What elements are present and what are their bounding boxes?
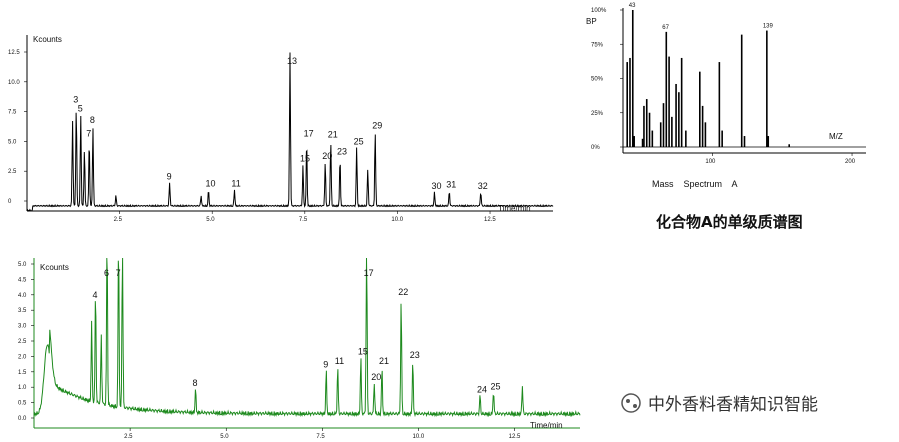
mz-peak-label: 67 — [662, 25, 669, 31]
compound-a-caption: 化合物A的单级质谱图 — [656, 213, 803, 231]
x-axis-label: Time/min — [530, 421, 563, 430]
x-tick-label: 200 — [845, 159, 856, 165]
x-tick-label: 5.0 — [206, 217, 215, 223]
x-tick-label: 10.0 — [391, 217, 403, 223]
peak-label: 7 — [86, 128, 91, 138]
y-tick-label: 1.5 — [18, 370, 27, 376]
y-tick-label: 12.5 — [8, 50, 20, 56]
x-tick-label: 2.5 — [114, 217, 123, 223]
x-tick-label: 7.5 — [299, 217, 308, 223]
mz-peak-label: 139 — [763, 24, 774, 30]
peak-label: 6 — [104, 268, 109, 278]
y-tick-label: 4.5 — [18, 277, 27, 283]
y-tick-label: 5.0 — [8, 139, 17, 145]
mz-axis-label: M/Z — [829, 132, 843, 141]
watermark: 中外香料香精知识智能 — [621, 393, 818, 415]
y-tick-label: 3.0 — [18, 324, 27, 330]
peak-label: 32 — [478, 181, 488, 191]
peak-label: 17 — [364, 268, 374, 278]
y-tick-label: 2.0 — [18, 354, 27, 360]
peak-label: 31 — [446, 180, 456, 190]
x-axis-label: Time/min — [498, 204, 531, 213]
peak-label: 29 — [372, 120, 382, 130]
peak-label: 11 — [335, 356, 344, 366]
y-tick-label: 2.5 — [8, 169, 17, 175]
mz-peak-label: 43 — [629, 3, 636, 9]
y-tick-label: 100% — [591, 8, 607, 14]
y-tick-label: 0% — [591, 145, 600, 151]
y-tick-label: 7.5 — [8, 110, 17, 116]
peak-label: 13 — [287, 56, 297, 66]
peak-label: 3 — [73, 94, 78, 104]
peak-label: 8 — [192, 378, 197, 388]
peak-label: 21 — [379, 356, 389, 366]
peak-label: 7 — [116, 268, 121, 278]
peak-label: 9 — [323, 359, 328, 369]
peak-label: 23 — [337, 147, 347, 157]
y-tick-label: 5.0 — [18, 262, 27, 268]
y-tick-label: 0.0 — [18, 416, 27, 422]
chromatogram-trace — [33, 257, 581, 418]
spectrum-caption: Mass Spectrum A — [652, 179, 738, 189]
peak-label: 24 — [477, 385, 487, 395]
y-tick-label: 2.5 — [18, 339, 27, 345]
peak-label: 4 — [93, 290, 98, 300]
x-tick-label: 100 — [705, 159, 716, 165]
y-tick-label: 75% — [591, 42, 604, 48]
peak-label: 9 — [167, 172, 172, 182]
peak-label: 20 — [322, 151, 332, 161]
bottom-chromatogram: Kcounts Time/min 5.0 4.5 4.0 3.5 3.0 2.5 2.0 1.… — [18, 257, 581, 440]
peak-label: 20 — [371, 372, 381, 382]
peak-label: 15 — [300, 153, 310, 163]
y-tick-label: 4.0 — [18, 293, 27, 299]
peak-label: 8 — [90, 115, 95, 125]
y-tick-label: 25% — [591, 111, 604, 117]
watermark-text: 中外香料香精知识智能 — [648, 395, 818, 415]
y-tick-label: 3.5 — [18, 308, 27, 314]
peak-label: 25 — [490, 381, 500, 391]
x-tick-label: 7.5 — [316, 434, 325, 440]
peak-label: 30 — [431, 181, 441, 191]
x-tick-label: 12.5 — [484, 217, 496, 223]
y-tick-label: 10.0 — [8, 80, 20, 86]
peak-label: 17 — [304, 128, 314, 138]
x-tick-label: 2.5 — [124, 434, 133, 440]
x-tick-label: 5.0 — [220, 434, 229, 440]
peak-label: 21 — [328, 130, 338, 140]
y-axis-label: Kcounts — [40, 263, 69, 272]
y-tick-label: 50% — [591, 77, 604, 83]
peak-label: 15 — [358, 347, 368, 357]
watermark-logo-icon — [621, 393, 641, 413]
y-axis-label: Kcounts — [33, 35, 62, 44]
x-tick-label: 12.5 — [509, 434, 521, 440]
bp-label: BP — [586, 17, 597, 26]
chromatogram-trace — [26, 52, 554, 212]
y-tick-label: 0 — [8, 199, 12, 205]
peak-label: 11 — [231, 179, 240, 189]
mass-spectrum: BP M/Z Mass Spectrum A 100% 75% 50% 25% 0% 1… — [586, 3, 866, 189]
peak-label: 5 — [78, 103, 83, 113]
y-tick-label: 1.0 — [18, 385, 27, 391]
peak-label: 22 — [398, 287, 408, 297]
x-tick-label: 10.0 — [413, 434, 425, 440]
top-chromatogram: Kcounts Time/min 12.5 10.0 7.5 5.0 2.5 0 2.5 5… — [8, 35, 554, 223]
y-tick-label: 0.5 — [18, 401, 27, 407]
peak-label: 10 — [206, 179, 216, 189]
peak-label: 25 — [354, 136, 364, 146]
peak-label: 23 — [410, 350, 420, 360]
